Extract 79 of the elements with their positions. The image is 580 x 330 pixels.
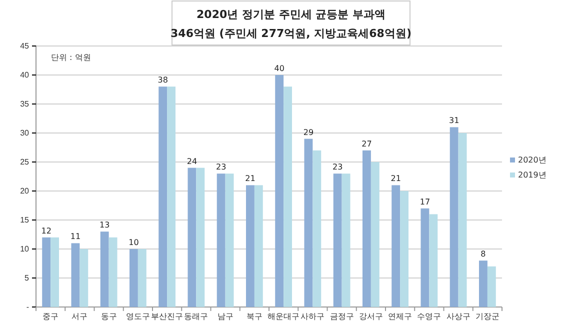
- y-tick-label: 45: [20, 42, 30, 51]
- x-tick-label: 북구: [246, 312, 262, 321]
- data-label: 17: [420, 197, 430, 206]
- data-label: 38: [158, 76, 168, 85]
- bar: [216, 174, 226, 307]
- data-label: 40: [274, 64, 284, 73]
- bar: [42, 237, 51, 307]
- bar: [487, 266, 496, 307]
- data-label: 13: [99, 220, 110, 230]
- x-tick-label: 사하구: [300, 312, 325, 321]
- annotation: 단위 : 억원: [51, 53, 91, 62]
- data-label: 8: [480, 250, 486, 259]
- bar: [138, 249, 146, 307]
- data-label: 11: [70, 232, 81, 242]
- bar: [392, 185, 400, 307]
- data-label: 10: [128, 238, 139, 247]
- x-tick-label: 수영구: [417, 312, 442, 321]
- y-tick-label: 10: [20, 244, 30, 254]
- x-tick-label: 사상구: [446, 312, 470, 321]
- bar: [254, 185, 263, 307]
- legend-label: 2019년: [518, 170, 546, 180]
- data-label: 31: [448, 116, 460, 126]
- y-tick-label: 20: [20, 186, 30, 196]
- bar: [420, 208, 430, 307]
- y-tick-label: 30: [20, 128, 30, 138]
- chart-title: 2020년 정기분 주민세 균등분 부과액: [196, 8, 386, 21]
- data-label: 23: [332, 162, 343, 172]
- bar: [370, 162, 380, 307]
- bar: [429, 214, 438, 307]
- data-label: 21: [245, 174, 256, 184]
- data-label: 29: [303, 128, 314, 137]
- legend-label: 2020년: [518, 156, 546, 164]
- bar: [362, 150, 371, 307]
- bar: [304, 138, 313, 307]
- bar: [400, 191, 409, 307]
- bar: [71, 243, 80, 307]
- bar: [100, 232, 109, 307]
- y-tick-label: 15: [20, 216, 30, 225]
- x-tick-label: 강서구: [358, 312, 383, 321]
- x-tick-label: 부산진구: [151, 312, 184, 321]
- bar: [342, 174, 350, 307]
- x-tick-label: 기장군: [475, 312, 500, 321]
- x-tick-label: 동래구: [184, 312, 208, 321]
- bar: [225, 174, 234, 307]
- y-tick-label: 25: [20, 158, 30, 167]
- bar: [50, 237, 60, 307]
- x-tick-label: 금정구: [330, 312, 354, 321]
- data-label: 23: [216, 162, 226, 172]
- data-label: 27: [362, 139, 372, 148]
- x-tick-label: 연제구: [388, 312, 412, 321]
- bar: [246, 185, 254, 307]
- data-label: 24: [186, 156, 198, 166]
- bar: [458, 133, 467, 307]
- bar: [80, 249, 88, 307]
- y-tick-label: 40: [20, 70, 30, 80]
- data-label: 12: [41, 226, 52, 236]
- bar: [188, 168, 196, 307]
- y-tick-label: 5: [24, 274, 30, 283]
- bar: [167, 86, 176, 307]
- chart-subtitle: 346억원 (주민세 277억원, 지방교육세68억원): [170, 27, 412, 40]
- bar: [333, 174, 342, 307]
- bar: [478, 260, 488, 307]
- x-tick-label: 해운대구: [268, 312, 300, 321]
- bar: [284, 86, 292, 307]
- x-tick-label: 영도구: [126, 312, 150, 321]
- x-tick-label: 동구: [100, 312, 117, 321]
- bar: [450, 127, 458, 307]
- bar: [129, 249, 138, 307]
- x-tick-label: 남구: [217, 312, 234, 321]
- bar: [275, 75, 284, 307]
- data-label: 21: [390, 174, 401, 184]
- x-tick-label: 서구: [72, 312, 88, 321]
- y-tick-label: -: [26, 302, 30, 312]
- bar: [312, 150, 322, 307]
- x-tick-label: 중구: [42, 312, 59, 321]
- bar: [196, 168, 205, 307]
- bar: [158, 86, 168, 307]
- y-tick-label: 35: [20, 100, 30, 109]
- bar: [108, 237, 118, 307]
